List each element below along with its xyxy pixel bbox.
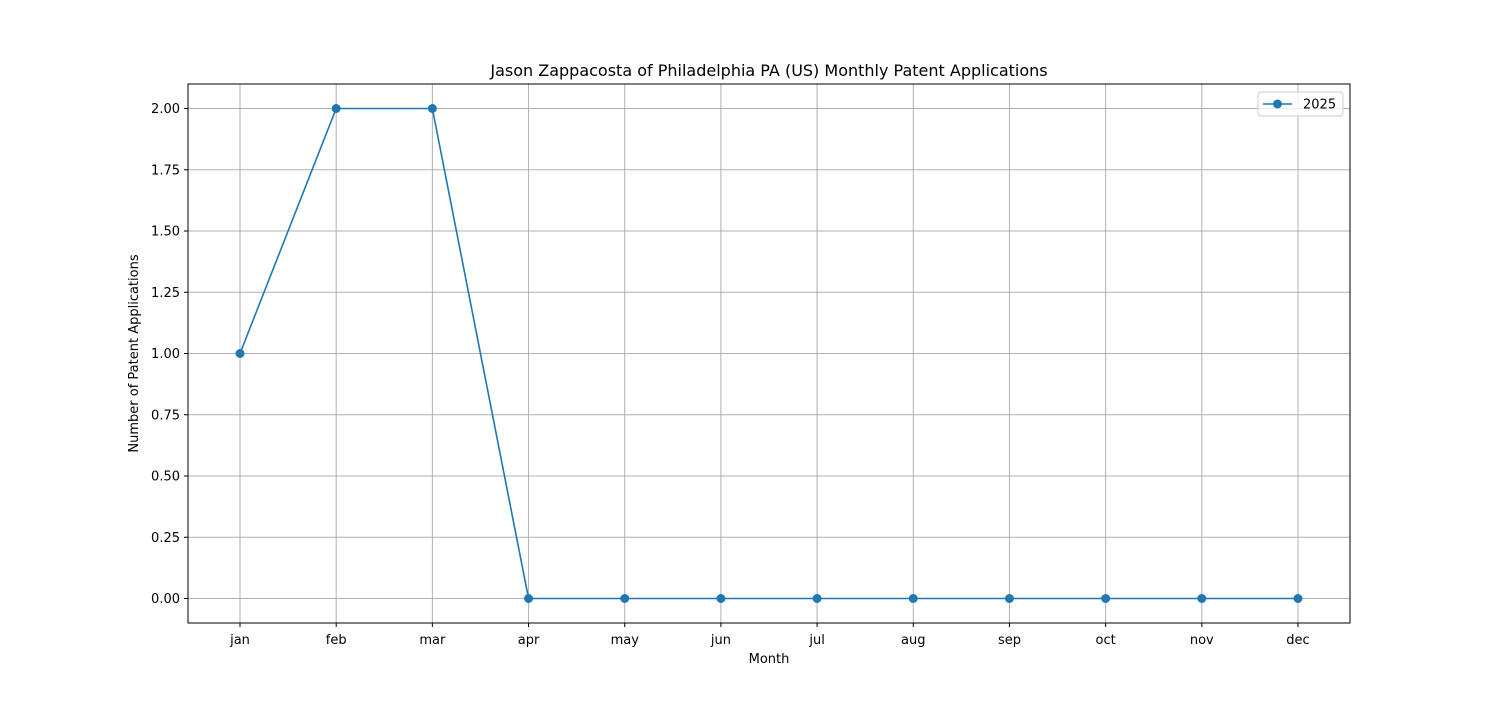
data-point (620, 594, 629, 603)
legend-entry-2025: 2025 (1303, 98, 1336, 113)
x-tick-label: jan (229, 633, 250, 648)
data-point (1197, 594, 1206, 603)
data-point (332, 104, 341, 113)
y-axis-label: Number of Patent Applications (127, 254, 142, 452)
data-point (1294, 594, 1303, 603)
chart-title: Jason Zappacosta of Philadelphia PA (US)… (489, 61, 1047, 80)
x-tick-label: jun (710, 633, 731, 648)
x-tick-label: oct (1096, 633, 1116, 648)
y-tick-label: 0.50 (151, 470, 180, 485)
y-tick-label: 1.50 (151, 225, 180, 240)
data-point (813, 594, 822, 603)
data-point (428, 104, 437, 113)
y-tick-label: 1.25 (151, 286, 180, 301)
x-tick-label: jul (808, 633, 824, 648)
data-point (716, 594, 725, 603)
y-tick-label: 2.00 (151, 102, 180, 117)
y-tick-label: 1.75 (151, 163, 180, 178)
x-tick-label: mar (419, 633, 446, 648)
x-tick-label: may (611, 633, 640, 648)
y-tick-label: 0.25 (151, 531, 180, 546)
legend: 2025 (1258, 92, 1343, 116)
data-point (524, 594, 533, 603)
line-chart: jan feb mar apr may jun jul aug sep oct nov dec 0.00… (0, 0, 1500, 700)
chart-container: jan feb mar apr may jun jul aug sep oct nov dec 0.00… (0, 0, 1500, 700)
y-tick-label: 0.75 (151, 408, 180, 423)
x-axis-label: Month (749, 652, 790, 667)
x-tick-label: sep (998, 633, 1021, 648)
data-point (236, 349, 245, 358)
x-tick-label: dec (1286, 633, 1309, 648)
legend-circle-marker (1273, 100, 1282, 109)
x-tick-label: aug (901, 633, 925, 648)
grid-lines (188, 84, 1350, 623)
data-point (1101, 594, 1110, 603)
y-tick-label: 0.00 (151, 592, 180, 607)
axis-ticks: jan feb mar apr may jun jul aug sep oct nov dec 0.00… (151, 102, 1310, 648)
x-tick-label: feb (326, 633, 347, 648)
x-tick-label: apr (518, 633, 540, 648)
y-tick-label: 1.00 (151, 347, 180, 362)
data-point (909, 594, 918, 603)
data-point (1005, 594, 1014, 603)
x-tick-label: nov (1190, 633, 1214, 648)
